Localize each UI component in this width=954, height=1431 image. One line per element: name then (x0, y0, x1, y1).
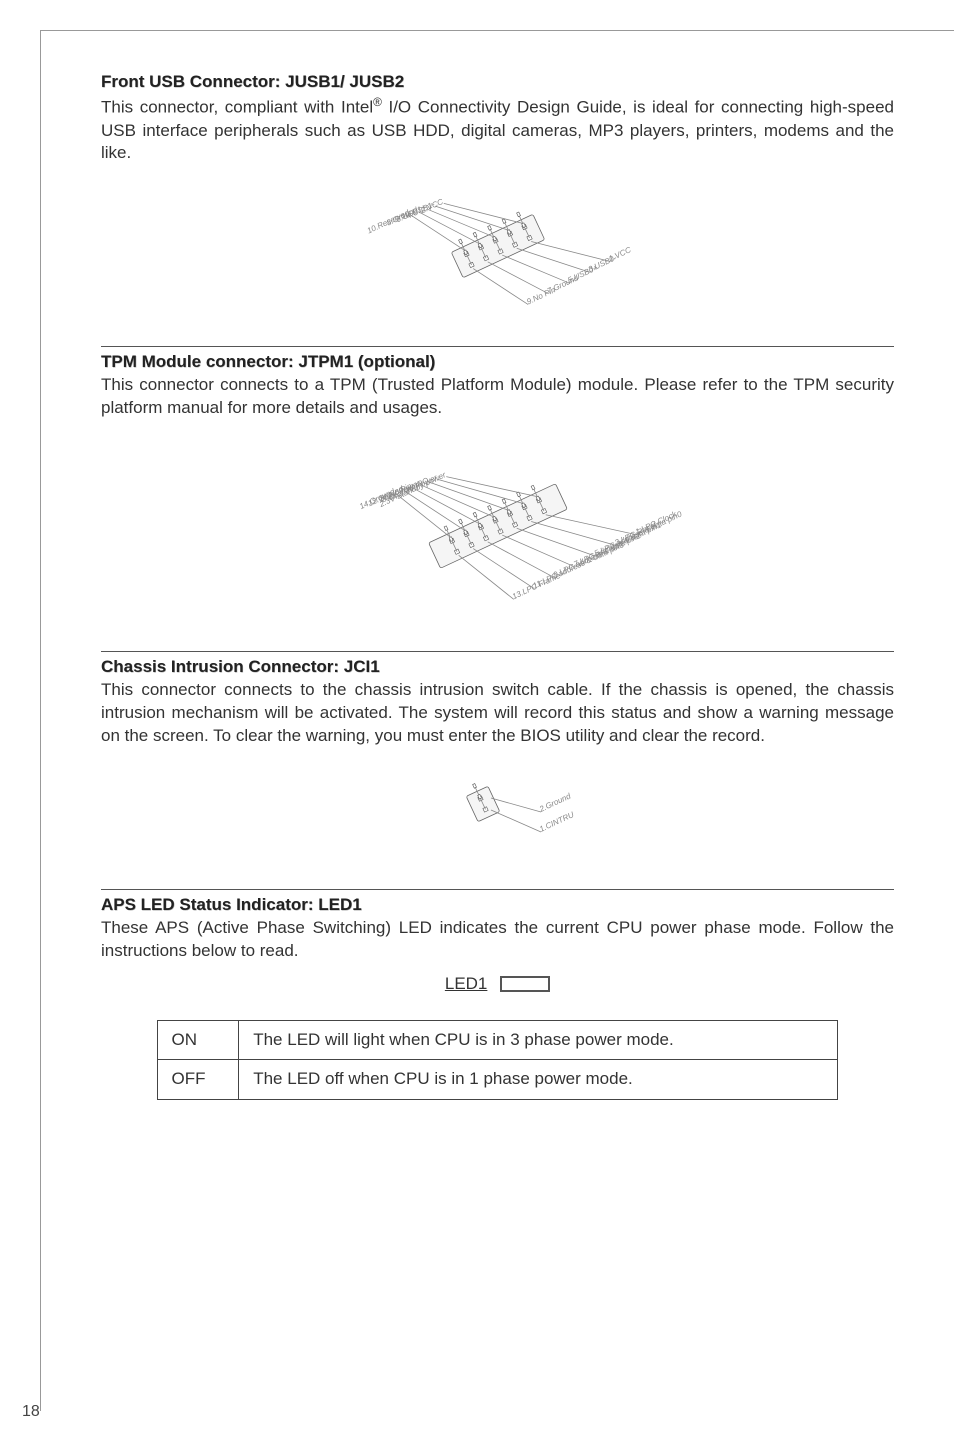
section-aps: APS LED Status Indicator: LED1 These APS… (101, 894, 894, 1101)
tpm-body: This connector connects to a TPM (Truste… (101, 374, 894, 420)
led-label: LED1 (445, 974, 488, 993)
chassis-pin-diagram: 2.Ground1.CINTRU (388, 754, 608, 864)
chassis-title: Chassis Intrusion Connector: JCI1 (101, 656, 894, 679)
led-box-icon (500, 976, 550, 992)
aps-state: ON (157, 1020, 239, 1060)
usb-body: This connector, compliant with Intel® I/… (101, 94, 894, 165)
aps-state: OFF (157, 1060, 239, 1100)
chassis-body: This connector connects to the chassis i… (101, 679, 894, 748)
divider-1 (101, 346, 894, 347)
table-row: OFFThe LED off when CPU is in 1 phase po… (157, 1060, 838, 1100)
usb-title: Front USB Connector: JUSB1/ JUSB2 (101, 71, 894, 94)
page-number: 18 (22, 1403, 40, 1421)
usb-body-sup: ® (373, 95, 382, 109)
pin-label: 2.Ground (537, 791, 572, 814)
aps-title: APS LED Status Indicator: LED1 (101, 894, 894, 917)
aps-desc: The LED will light when CPU is in 3 phas… (239, 1020, 838, 1060)
table-row: ONThe LED will light when CPU is in 3 ph… (157, 1020, 838, 1060)
divider-3 (101, 889, 894, 890)
page-content: Front USB Connector: JUSB1/ JUSB2 This c… (41, 31, 954, 1128)
page-frame: Front USB Connector: JUSB1/ JUSB2 This c… (40, 30, 954, 1411)
pin-label: 1.VCC (607, 246, 632, 264)
usb-pin-diagram: 10.Reserved8.Ground6.USB1+4.USB1-2.VCC 9… (328, 171, 668, 321)
tpm-title: TPM Module connector: JTPM1 (optional) (101, 351, 894, 374)
section-chassis: Chassis Intrusion Connector: JCI1 This c… (101, 656, 894, 871)
aps-table: ONThe LED will light when CPU is in 3 ph… (157, 1020, 839, 1101)
chassis-figure: 2.Ground1.CINTRU (101, 754, 894, 871)
section-usb: Front USB Connector: JUSB1/ JUSB2 This c… (101, 71, 894, 328)
pin-label: 1.CINTRU (538, 810, 575, 834)
aps-body: These APS (Active Phase Switching) LED i… (101, 917, 894, 963)
led-row: LED1 (101, 973, 894, 996)
tpm-figure: 14.Ground12.Ground10.No Pin8.5V Power6.S… (101, 426, 894, 633)
divider-2 (101, 651, 894, 652)
section-tpm: TPM Module connector: JTPM1 (optional) T… (101, 351, 894, 633)
tpm-pin-diagram: 14.Ground12.Ground10.No Pin8.5V Power6.S… (258, 426, 738, 626)
aps-desc: The LED off when CPU is in 1 phase power… (239, 1060, 838, 1100)
usb-figure: 10.Reserved8.Ground6.USB1+4.USB1-2.VCC 9… (101, 171, 894, 328)
usb-body-pre: This connector, compliant with Intel (101, 98, 373, 117)
